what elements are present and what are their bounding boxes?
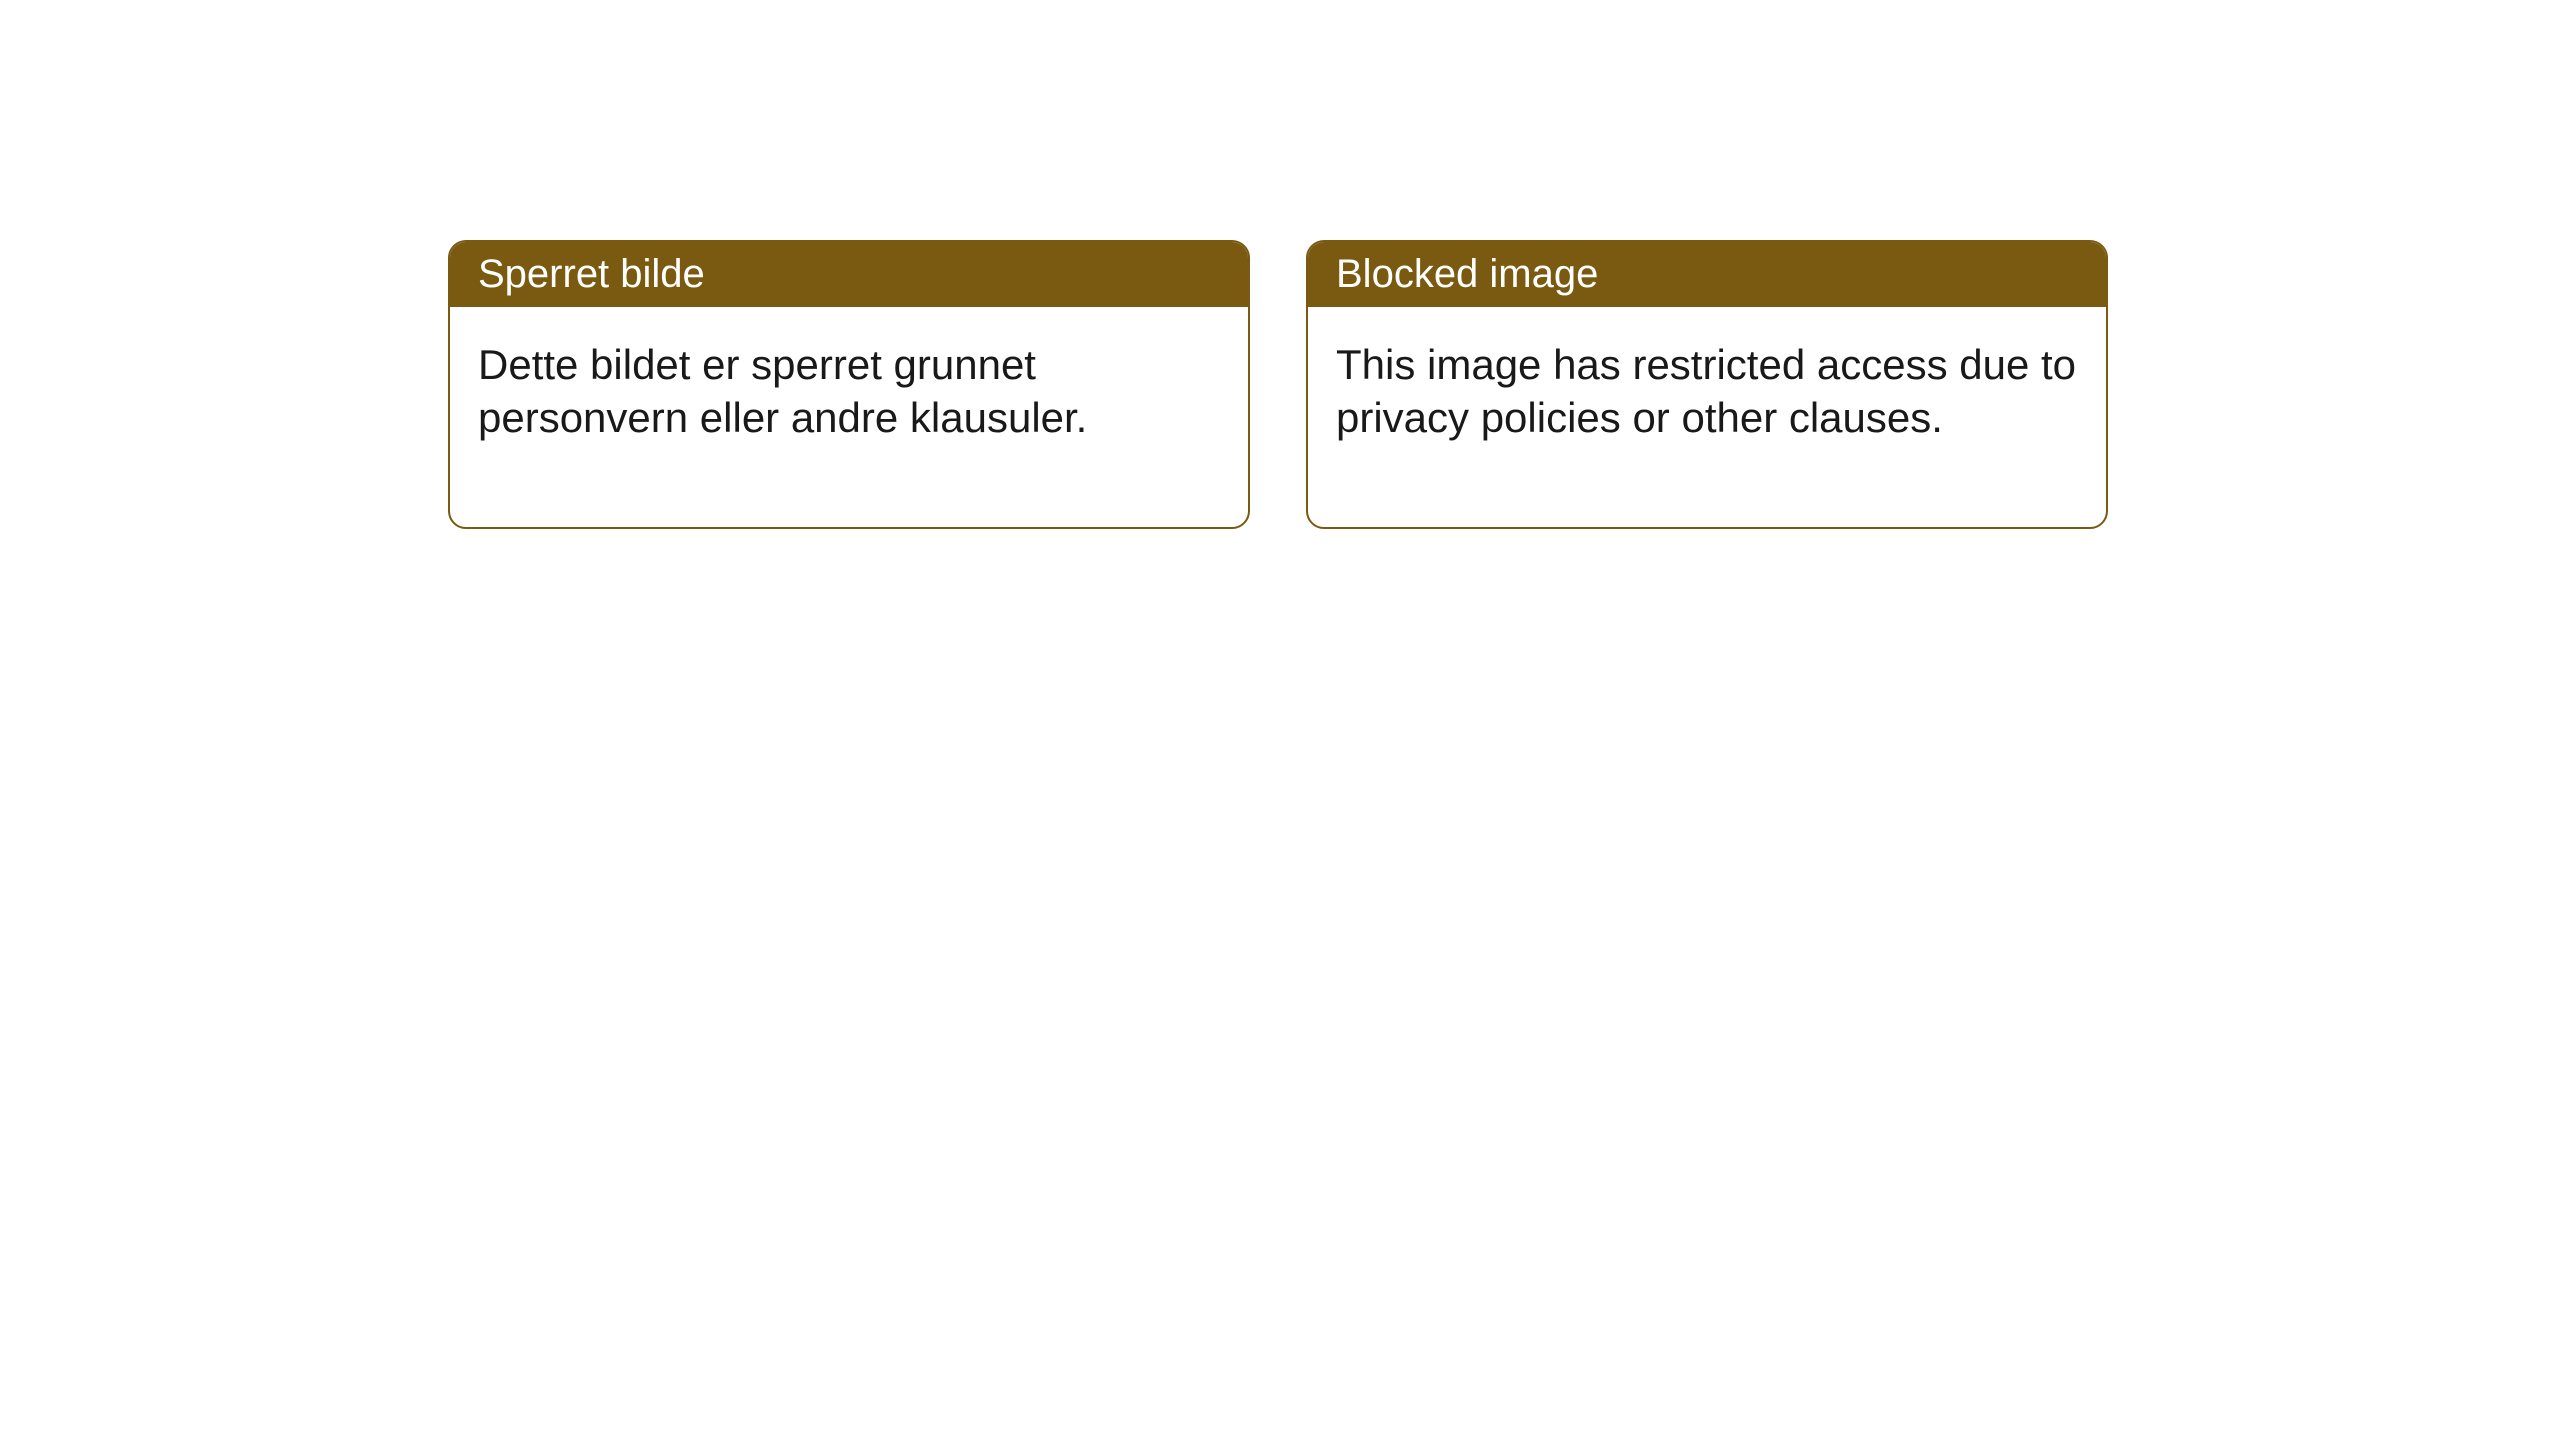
notice-card-norwegian: Sperret bilde Dette bildet er sperret gr… xyxy=(448,240,1250,529)
notice-body: Dette bildet er sperret grunnet personve… xyxy=(450,307,1248,527)
notice-container: Sperret bilde Dette bildet er sperret gr… xyxy=(0,0,2560,529)
notice-header: Blocked image xyxy=(1308,242,2106,307)
notice-header: Sperret bilde xyxy=(450,242,1248,307)
notice-body: This image has restricted access due to … xyxy=(1308,307,2106,527)
notice-card-english: Blocked image This image has restricted … xyxy=(1306,240,2108,529)
